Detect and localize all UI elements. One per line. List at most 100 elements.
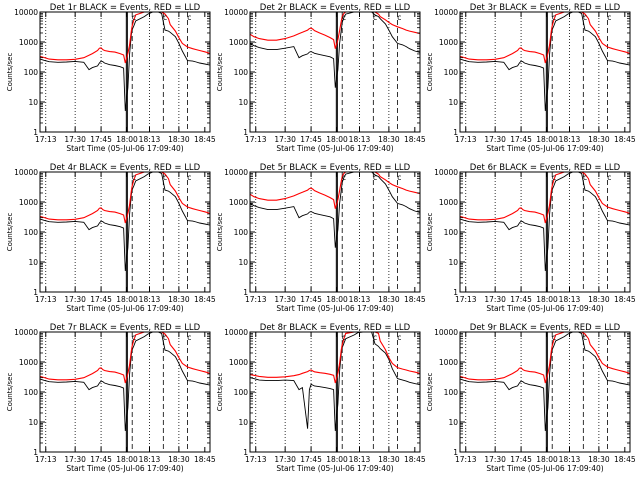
y-axis-label: Counts/sec: [216, 213, 224, 252]
top-marker-label: c: [607, 333, 611, 342]
x-tick-label: 18:30: [588, 135, 610, 144]
x-tick-label: 18:30: [168, 135, 190, 144]
top-marker-label: c: [187, 13, 191, 22]
top-marker-label: c: [163, 13, 167, 22]
x-tick-label: 17:45: [510, 135, 532, 144]
plot-frame: [459, 11, 631, 133]
events-series-line: [250, 332, 420, 432]
x-tick-label: 17:30: [484, 455, 506, 464]
y-tick-label: 1: [33, 128, 38, 137]
chart-title: Det 7r BLACK = Events, RED = LLD: [50, 323, 201, 333]
top-marker-label: c: [163, 173, 167, 182]
y-tick-label: 1000: [229, 358, 248, 367]
top-marker-label: c: [552, 173, 556, 182]
plot-frame: [249, 171, 421, 293]
x-tick-label: 17:30: [64, 135, 86, 144]
chart-title: Det 1r BLACK = Events, RED = LLD: [50, 3, 201, 13]
top-marker-label: c: [342, 13, 346, 22]
plot-frame: [39, 11, 211, 133]
x-tick-label: 18:00: [326, 455, 348, 464]
y-tick-label: 100: [234, 68, 249, 77]
y-tick-label: 10000: [434, 168, 458, 177]
lld-series-line: [250, 172, 420, 209]
x-axis-label: Start Time (05-Jul-06 17:09:40): [486, 304, 603, 313]
y-tick-label: 100: [444, 68, 459, 77]
x-tick-label: 18:00: [326, 295, 348, 304]
y-tick-label: 1000: [19, 38, 38, 47]
x-axis-label: Start Time (05-Jul-06 17:09:40): [66, 304, 183, 313]
x-axis-label: Start Time (05-Jul-06 17:09:40): [486, 144, 603, 153]
y-tick-label: 1000: [439, 358, 458, 367]
x-tick-label: 18:13: [139, 455, 161, 464]
x-tick-label: 17:30: [274, 295, 296, 304]
events-series-line: [40, 332, 210, 432]
chart-title: Det 2r BLACK = Events, RED = LLD: [260, 3, 411, 13]
x-tick-label: 17:13: [35, 295, 57, 304]
y-axis-label: Counts/sec: [426, 53, 434, 92]
top-marker-label: c: [373, 173, 377, 182]
chart-title: Det 6r BLACK = Events, RED = LLD: [470, 163, 621, 173]
chart-title: Det 3r BLACK = Events, RED = LLD: [470, 3, 621, 13]
y-tick-label: 10000: [434, 8, 458, 17]
x-axis-label: Start Time (05-Jul-06 17:09:40): [276, 304, 393, 313]
top-marker-label: c: [342, 333, 346, 342]
y-tick-label: 10000: [224, 168, 248, 177]
x-tick-label: 18:00: [116, 455, 138, 464]
x-tick-label: 17:13: [245, 135, 267, 144]
x-tick-label: 18:13: [349, 295, 371, 304]
y-tick-label: 10: [448, 418, 458, 427]
x-axis-label: Start Time (05-Jul-06 17:09:40): [486, 464, 603, 473]
x-tick-label: 17:30: [484, 295, 506, 304]
x-tick-label: 17:13: [455, 295, 477, 304]
top-marker-label: c: [607, 13, 611, 22]
x-tick-label: 18:00: [536, 455, 558, 464]
y-tick-label: 10000: [224, 328, 248, 337]
y-tick-label: 1: [243, 288, 248, 297]
y-tick-label: 1000: [439, 198, 458, 207]
y-tick-label: 1000: [19, 358, 38, 367]
x-tick-label: 18:45: [194, 135, 216, 144]
top-marker-label: c: [187, 333, 191, 342]
x-tick-label: 17:13: [35, 455, 57, 464]
y-tick-label: 1000: [229, 38, 248, 47]
x-tick-label: 18:00: [536, 295, 558, 304]
plot-frame: [459, 331, 631, 453]
lld-series-line: [460, 332, 630, 384]
y-tick-label: 1: [33, 288, 38, 297]
x-tick-label: 18:00: [116, 295, 138, 304]
y-tick-label: 1000: [229, 198, 248, 207]
top-marker-label: c: [607, 173, 611, 182]
top-marker-label: c: [583, 173, 587, 182]
y-tick-label: 10: [238, 98, 248, 107]
top-marker-label: c: [163, 333, 167, 342]
y-axis-label: Counts/sec: [6, 53, 14, 92]
lld-series-line: [40, 332, 210, 384]
plot-frame: [39, 331, 211, 453]
chart-title: Det 5r BLACK = Events, RED = LLD: [260, 163, 411, 173]
y-tick-label: 1000: [19, 198, 38, 207]
y-tick-label: 1000: [439, 38, 458, 47]
y-tick-label: 1: [243, 128, 248, 137]
y-tick-label: 10000: [224, 8, 248, 17]
x-tick-label: 18:30: [588, 455, 610, 464]
top-marker-label: c: [187, 173, 191, 182]
x-tick-label: 17:45: [90, 135, 112, 144]
x-tick-label: 18:13: [349, 455, 371, 464]
y-tick-label: 10: [238, 258, 248, 267]
x-tick-label: 17:45: [300, 135, 322, 144]
x-tick-label: 18:45: [614, 295, 636, 304]
x-tick-label: 17:45: [90, 455, 112, 464]
x-tick-label: 18:45: [194, 295, 216, 304]
events-series-line: [460, 172, 630, 272]
plot-frame: [459, 171, 631, 293]
x-tick-label: 18:30: [378, 455, 400, 464]
x-tick-label: 17:13: [245, 455, 267, 464]
chart-title: Det 4r BLACK = Events, RED = LLD: [50, 163, 201, 173]
x-tick-label: 18:30: [378, 135, 400, 144]
top-marker-label: c: [583, 13, 587, 22]
top-marker-label: c: [552, 13, 556, 22]
x-tick-label: 17:45: [90, 295, 112, 304]
y-tick-label: 10000: [14, 8, 38, 17]
x-tick-label: 17:30: [274, 135, 296, 144]
